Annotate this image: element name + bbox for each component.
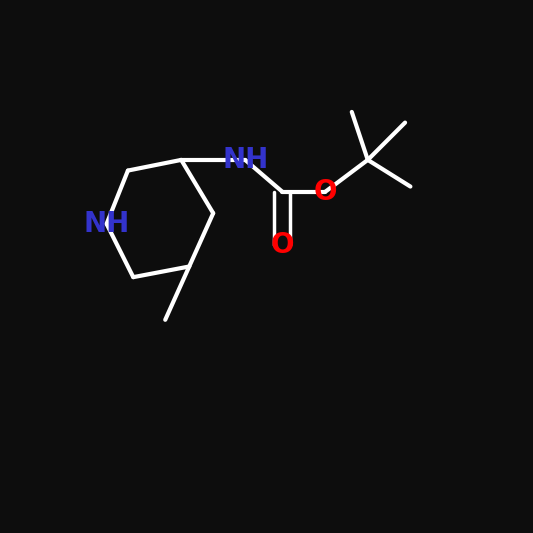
Text: O: O: [271, 231, 294, 259]
Text: O: O: [313, 178, 337, 206]
Text: NH: NH: [84, 210, 130, 238]
Text: NH: NH: [222, 146, 268, 174]
